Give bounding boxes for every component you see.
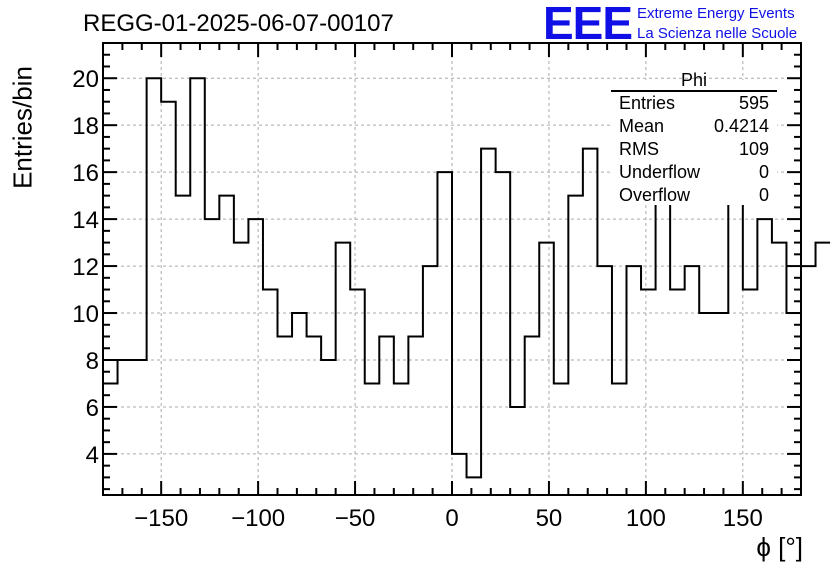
- eee-logo: EEE: [543, 0, 633, 49]
- stats-label: Mean: [619, 116, 664, 136]
- stats-label: Underflow: [619, 162, 701, 182]
- x-tick-label: −50: [335, 505, 376, 532]
- tick-labels: −150 −100 −50 0 50 100 150 4 6 8 10 12 14 16 18 20: [72, 66, 763, 532]
- stats-label: Entries: [619, 93, 675, 113]
- stats-value: 109: [739, 139, 769, 159]
- x-tick-label: −150: [134, 505, 188, 532]
- stats-label: Overflow: [619, 185, 691, 205]
- histogram-step-line: [103, 77, 831, 479]
- stats-label: RMS: [619, 139, 659, 159]
- logo-line-1: Extreme Energy Events: [637, 5, 795, 22]
- y-tick-label: 16: [72, 160, 99, 187]
- y-tick-label: 6: [86, 395, 99, 422]
- y-tick-label: 4: [86, 442, 99, 469]
- stats-value: 595: [739, 93, 769, 113]
- stats-value: 0: [759, 162, 769, 182]
- y-tick-label: 20: [72, 66, 99, 93]
- y-tick-label: 8: [86, 348, 99, 375]
- y-tick-label: 12: [72, 254, 99, 281]
- chart-title: REGG-01-2025-06-07-00107: [83, 10, 394, 37]
- stats-box: Phi Entries 595 Mean 0.4214 RMS 109 Underflow 0 O…: [611, 70, 777, 205]
- x-axis-label: ϕ [°]: [756, 532, 803, 562]
- y-tick-label: 10: [72, 301, 99, 328]
- stats-box-name: Phi: [681, 70, 707, 90]
- stats-value: 0.4214: [714, 116, 769, 136]
- x-tick-label: 50: [536, 505, 563, 532]
- x-tick-label: −100: [231, 505, 285, 532]
- stats-value: 0: [759, 185, 769, 205]
- y-tick-label: 18: [72, 113, 99, 140]
- x-tick-label: 100: [626, 505, 666, 532]
- stats-box-background: [611, 80, 777, 205]
- logo-line-2: La Scienza nelle Scuole: [637, 25, 798, 42]
- y-tick-label: 14: [72, 207, 99, 234]
- x-tick-label: 0: [445, 505, 458, 532]
- axis-ticks: [102, 42, 802, 495]
- y-axis-label: Entries/bin: [7, 66, 38, 189]
- x-tick-label: 150: [723, 505, 763, 532]
